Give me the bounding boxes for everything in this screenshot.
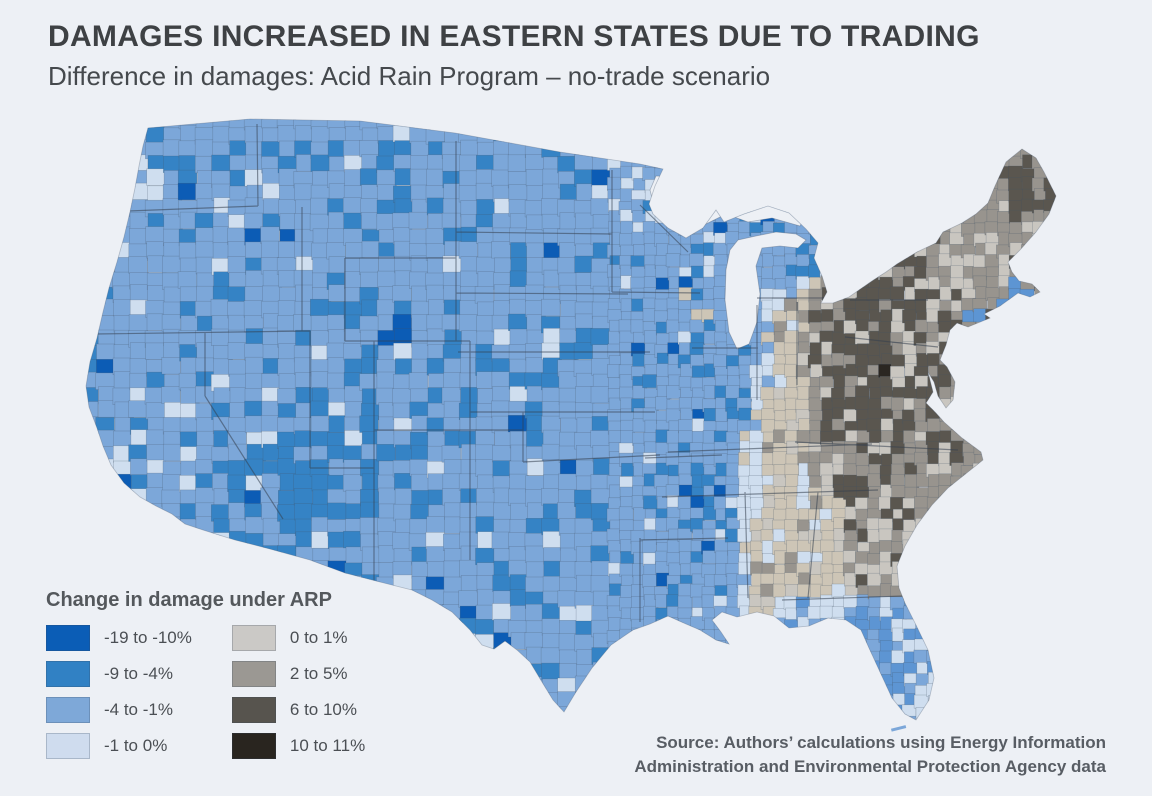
legend-swatch (46, 660, 90, 687)
figure-header: DAMAGES INCREASED IN EASTERN STATES DUE … (48, 20, 980, 92)
legend-columns: -19 to -10% -9 to -4% -4 to -1% -1 to 0% (46, 624, 365, 759)
legend-swatch (231, 732, 276, 759)
legend-swatch (46, 696, 90, 723)
source-credit: Source: Authors’ calculations using Ener… (634, 731, 1106, 780)
legend-item: 6 to 10% (231, 696, 365, 723)
source-line-2: Administration and Environmental Protect… (634, 757, 1106, 777)
legend-label: 2 to 5% (289, 663, 348, 683)
legend-item: 0 to 1% (231, 624, 365, 651)
legend-item: -1 to 0% (46, 732, 192, 759)
legend-column-negative: -19 to -10% -9 to -4% -4 to -1% -1 to 0% (46, 624, 192, 759)
legend-swatch (231, 660, 276, 687)
source-line-1: Source: Authors’ calculations using Ener… (656, 732, 1106, 752)
legend-item: -4 to -1% (46, 696, 192, 723)
legend-swatch (231, 696, 276, 723)
legend-label: 10 to 11% (289, 735, 366, 755)
legend-label: -4 to -1% (104, 699, 173, 719)
legend-item: -19 to -10% (46, 624, 192, 651)
map-legend: Change in damage under ARP -19 to -10% -… (46, 589, 365, 759)
legend-label: -1 to 0% (104, 735, 168, 755)
legend-label: 6 to 10% (289, 699, 357, 719)
figure-subtitle: Difference in damages: Acid Rain Program… (48, 61, 771, 91)
legend-swatch (46, 624, 90, 651)
figure-title: DAMAGES INCREASED IN EASTERN STATES DUE … (48, 20, 980, 53)
legend-label: 0 to 1% (289, 627, 348, 647)
legend-label: -19 to -10% (104, 627, 192, 647)
legend-swatch (231, 624, 276, 651)
legend-swatch (46, 732, 90, 759)
legend-label: -9 to -4% (104, 663, 173, 683)
legend-column-positive: 0 to 1% 2 to 5% 6 to 10% 10 to 11% (231, 624, 366, 759)
legend-title: Change in damage under ARP (46, 589, 332, 611)
legend-item: -9 to -4% (46, 660, 192, 687)
legend-item: 10 to 11% (231, 732, 366, 759)
legend-item: 2 to 5% (231, 660, 365, 687)
